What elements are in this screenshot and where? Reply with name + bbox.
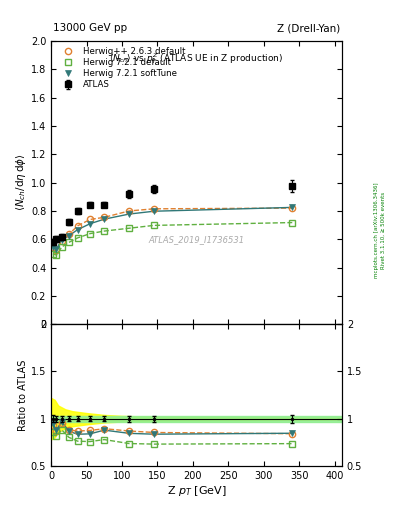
Herwig 7.2.1 softTune bbox=[51, 244, 55, 250]
Herwig++ 2.6.3 default bbox=[66, 231, 71, 238]
Herwig 7.2.1 softTune bbox=[152, 208, 156, 215]
Herwig++ 2.6.3 default bbox=[88, 217, 92, 223]
Y-axis label: Ratio to ATLAS: Ratio to ATLAS bbox=[18, 359, 28, 431]
Herwig 7.2.1 softTune bbox=[75, 227, 80, 233]
Herwig++ 2.6.3 default bbox=[54, 247, 59, 253]
Herwig++ 2.6.3 default bbox=[290, 205, 295, 211]
Herwig 7.2.1 default bbox=[51, 251, 55, 257]
Herwig 7.2.1 default bbox=[102, 228, 107, 234]
Herwig++ 2.6.3 default bbox=[75, 223, 80, 229]
Herwig 7.2.1 default bbox=[152, 222, 156, 228]
Line: Herwig 7.2.1 default: Herwig 7.2.1 default bbox=[50, 220, 296, 258]
Line: Herwig 7.2.1 softTune: Herwig 7.2.1 softTune bbox=[50, 204, 296, 252]
Herwig 7.2.1 default bbox=[66, 239, 71, 245]
Herwig 7.2.1 default bbox=[88, 230, 92, 237]
Text: ATLAS_2019_I1736531: ATLAS_2019_I1736531 bbox=[149, 235, 244, 244]
Herwig++ 2.6.3 default bbox=[152, 206, 156, 212]
Herwig 7.2.1 softTune bbox=[59, 237, 64, 243]
Herwig 7.2.1 default bbox=[59, 244, 64, 250]
Text: Rivet 3.1.10, ≥ 500k events: Rivet 3.1.10, ≥ 500k events bbox=[381, 192, 386, 269]
Herwig 7.2.1 softTune bbox=[127, 211, 132, 217]
Text: Z (Drell-Yan): Z (Drell-Yan) bbox=[277, 23, 340, 33]
X-axis label: Z $p_{T}$ [GeV]: Z $p_{T}$ [GeV] bbox=[167, 483, 226, 498]
Line: Herwig++ 2.6.3 default: Herwig++ 2.6.3 default bbox=[50, 205, 296, 253]
Legend: Herwig++ 2.6.3 default, Herwig 7.2.1 default, Herwig 7.2.1 softTune, ATLAS: Herwig++ 2.6.3 default, Herwig 7.2.1 def… bbox=[55, 45, 187, 91]
Herwig++ 2.6.3 default bbox=[127, 208, 132, 214]
Text: mcplots.cern.ch [arXiv:1306.3436]: mcplots.cern.ch [arXiv:1306.3436] bbox=[374, 183, 379, 278]
Herwig++ 2.6.3 default bbox=[59, 238, 64, 244]
Herwig 7.2.1 default bbox=[75, 235, 80, 241]
Herwig 7.2.1 softTune bbox=[88, 221, 92, 227]
Herwig 7.2.1 default bbox=[54, 252, 59, 258]
Text: $\langle N_{ch}\rangle$ vs $p^{Z}_{T}$ (ATLAS UE in Z production): $\langle N_{ch}\rangle$ vs $p^{Z}_{T}$ (… bbox=[109, 51, 284, 66]
Herwig 7.2.1 softTune bbox=[66, 232, 71, 239]
Herwig++ 2.6.3 default bbox=[51, 244, 55, 250]
Herwig 7.2.1 softTune bbox=[54, 246, 59, 252]
Y-axis label: $\langle N_{ch}/\mathrm{d}\eta\,\mathrm{d}\phi\rangle$: $\langle N_{ch}/\mathrm{d}\eta\,\mathrm{… bbox=[14, 154, 28, 211]
Herwig 7.2.1 default bbox=[290, 220, 295, 226]
Herwig 7.2.1 softTune bbox=[102, 216, 107, 222]
Herwig 7.2.1 default bbox=[127, 225, 132, 231]
Text: 13000 GeV pp: 13000 GeV pp bbox=[53, 23, 127, 33]
Herwig++ 2.6.3 default bbox=[102, 214, 107, 220]
Herwig 7.2.1 softTune bbox=[290, 204, 295, 210]
